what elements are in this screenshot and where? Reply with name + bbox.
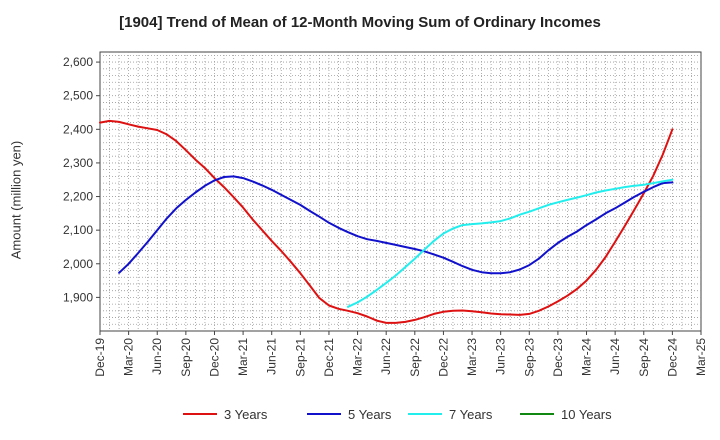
x-tick-label: Sep-24 <box>637 338 651 377</box>
y-tick-label: 2,200 <box>63 190 93 204</box>
x-tick-label: Mar-21 <box>236 338 250 376</box>
y-tick-label: 2,500 <box>63 89 93 103</box>
x-tick-label: Sep-22 <box>408 338 422 377</box>
y-tick-label: 2,300 <box>63 156 93 170</box>
x-tick-label: Sep-20 <box>179 338 193 377</box>
y-tick-label: 2,400 <box>63 122 93 136</box>
legend-label: 10 Years <box>561 407 612 422</box>
series-line-5-years <box>118 175 674 275</box>
x-tick-label: Mar-20 <box>122 338 136 376</box>
x-tick-label: Mar-25 <box>694 338 708 376</box>
x-tick-label: Jun-20 <box>150 338 164 375</box>
x-tick-label: Mar-24 <box>580 338 594 376</box>
x-tick-label: Jun-22 <box>379 338 393 375</box>
legend-label: 3 Years <box>224 407 268 422</box>
x-tick-label: Sep-21 <box>293 338 307 377</box>
y-tick-label: 2,100 <box>63 223 93 237</box>
y-tick-label: 2,000 <box>63 257 93 271</box>
x-tick-label: Jun-21 <box>265 338 279 375</box>
x-tick-label: Mar-22 <box>351 338 365 376</box>
x-tick-label: Dec-24 <box>665 338 679 377</box>
chart-title: [1904] Trend of Mean of 12-Month Moving … <box>119 14 601 31</box>
x-tick-label: Dec-19 <box>93 338 107 377</box>
legend-label: 7 Years <box>449 407 493 422</box>
x-tick-label: Dec-23 <box>551 338 565 377</box>
legend-label: 5 Years <box>348 407 392 422</box>
plot-area <box>99 51 702 332</box>
series-line-7-years <box>347 178 674 308</box>
x-tick-label: Sep-23 <box>522 338 536 377</box>
x-tick-label: Mar-23 <box>465 338 479 376</box>
y-tick-label: 2,600 <box>63 55 93 69</box>
x-tick-label: Dec-22 <box>436 338 450 377</box>
series-line-3-years <box>99 119 674 324</box>
x-tick-label: Dec-21 <box>322 338 336 377</box>
x-tick-label: Dec-20 <box>207 338 221 377</box>
x-tick-label: Jun-23 <box>494 338 508 375</box>
x-tick-label: Jun-24 <box>608 338 622 375</box>
y-tick-label: 1,900 <box>63 290 93 304</box>
